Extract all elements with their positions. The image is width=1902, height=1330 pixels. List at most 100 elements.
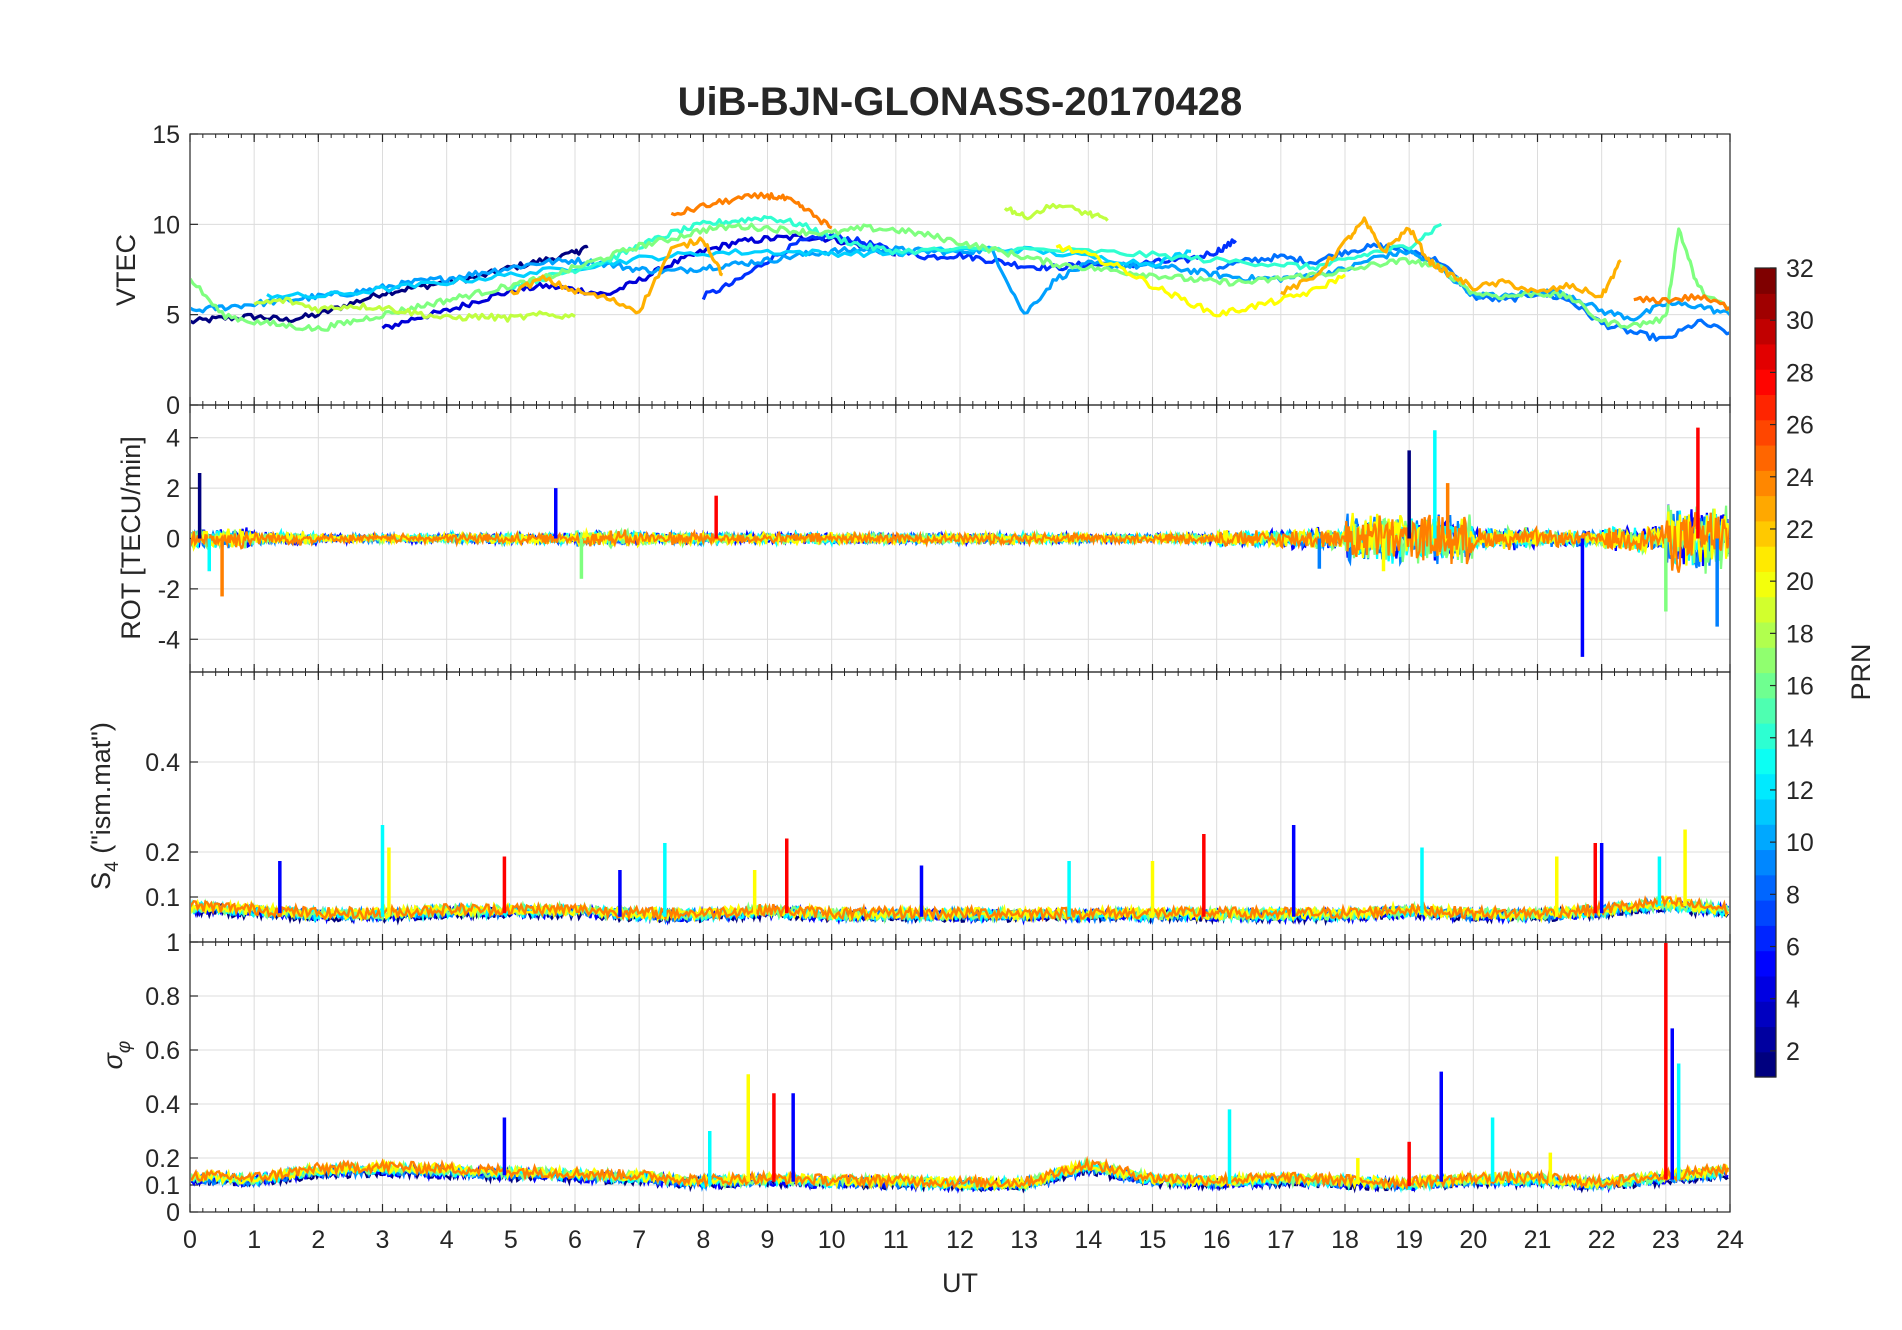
colorbar-label: PRN xyxy=(1846,643,1876,700)
colorbar-step-26 xyxy=(1755,394,1776,421)
colorbar-tick-label-4: 10 xyxy=(1786,829,1814,857)
colorbar-step-20 xyxy=(1755,546,1776,572)
xtick-label-8: 8 xyxy=(696,1226,710,1254)
colorbar-step-18 xyxy=(1755,596,1776,623)
colorbar-tick-label-9: 20 xyxy=(1786,568,1814,596)
sigma-line-6 xyxy=(191,1155,1729,1191)
panel-rot: -4 -2 0 2 4 ROT [TECU/min] xyxy=(116,404,1731,673)
colorbar-step-5 xyxy=(1755,925,1776,952)
chart-title: UiB-BJN-GLONASS-20170428 xyxy=(678,80,1243,124)
vtec-line-5 xyxy=(266,245,1192,300)
xtick-label-16: 16 xyxy=(1203,1226,1231,1254)
xtick-label-9: 9 xyxy=(761,1226,775,1254)
xtick-label-3: 3 xyxy=(376,1226,390,1254)
colorbar-step-28 xyxy=(1755,343,1776,370)
ytick-label-s4-1: 0.2 xyxy=(145,839,180,867)
ylabel-vtec: VTEC xyxy=(111,234,141,306)
colorbar-step-30 xyxy=(1755,293,1776,320)
colorbar-step-10 xyxy=(1755,798,1776,825)
colorbar-tick-label-2: 6 xyxy=(1786,934,1800,962)
ytick-label-rot-0: -4 xyxy=(158,626,180,654)
ytick-label-vtec-0: 0 xyxy=(166,392,180,420)
colorbar-tick-label-14: 30 xyxy=(1786,307,1814,335)
ytick-label-rot-2: 0 xyxy=(166,526,180,554)
vtec-line-10 xyxy=(1055,244,1347,318)
ylabel-s4-main: S xyxy=(86,872,116,890)
ytick-label-sigma-0: 0 xyxy=(166,1199,180,1227)
xtick-label-6: 6 xyxy=(568,1226,582,1254)
colorbar-tick-label-7: 16 xyxy=(1786,673,1814,701)
rot-line-5 xyxy=(191,504,1729,573)
colorbar-step-22 xyxy=(1755,495,1776,522)
ylabel-s4-sub: 4 xyxy=(102,861,123,872)
vtec-line-7 xyxy=(191,222,1729,332)
vtec-line-3 xyxy=(1215,242,1729,342)
colorbar-step-29 xyxy=(1755,318,1776,345)
xtick-label-5: 5 xyxy=(504,1226,518,1254)
xtick-label-23: 23 xyxy=(1652,1226,1680,1254)
colorbar-step-4 xyxy=(1755,950,1776,977)
ylabel-sigma-main: σ xyxy=(98,1051,128,1069)
xtick-label-10: 10 xyxy=(818,1226,846,1254)
xtick-label-12: 12 xyxy=(946,1226,974,1254)
ytick-label-sigma-1: 0.1 xyxy=(145,1172,180,1200)
vtec-line-1 xyxy=(381,233,896,330)
xtick-label-11: 11 xyxy=(883,1226,909,1254)
colorbar-step-1 xyxy=(1755,1026,1776,1053)
ytick-label-s4-0: 0.1 xyxy=(145,884,180,912)
xtick-label-7: 7 xyxy=(632,1226,646,1254)
xtick-label-2: 2 xyxy=(311,1226,325,1254)
colorbar-tick-label-6: 14 xyxy=(1786,725,1814,753)
colorbar-step-12 xyxy=(1755,748,1776,775)
colorbar-frame xyxy=(1754,267,1777,1078)
colorbar-step-25 xyxy=(1755,419,1776,446)
ytick-label-rot-4: 4 xyxy=(166,425,180,453)
ylabel-s4-rest: ("ism.mat") xyxy=(86,722,116,861)
colorbar-step-19 xyxy=(1755,571,1776,598)
ylabel-sigma: σφ xyxy=(98,1041,135,1070)
ytick-label-sigma-5: 0.8 xyxy=(145,983,180,1011)
vtec-line-2 xyxy=(701,232,1238,301)
xtick-label-0: 0 xyxy=(183,1226,197,1254)
colorbar-step-14 xyxy=(1755,697,1776,724)
colorbar-step-13 xyxy=(1755,723,1776,749)
ytick-label-vtec-3: 15 xyxy=(152,121,180,149)
vtec-line-8 xyxy=(253,296,576,323)
xtick-label-15: 15 xyxy=(1139,1226,1167,1254)
xtick-label-22: 22 xyxy=(1588,1226,1616,1254)
colorbar-tick-label-10: 22 xyxy=(1786,516,1814,544)
s4-line-6 xyxy=(191,895,1729,923)
xtick-label-13: 13 xyxy=(1010,1226,1038,1254)
colorbar-step-7 xyxy=(1755,874,1776,901)
colorbar-step-16 xyxy=(1755,647,1776,674)
panel-vtec: 0 5 10 15 VTEC xyxy=(111,121,1731,420)
colorbar-step-3 xyxy=(1755,975,1776,1002)
vtec-line-0 xyxy=(191,244,589,325)
colorbar-tick-label-13: 28 xyxy=(1786,359,1814,387)
panel-sigma-phi: 00.10.2 0.4 0.6 0.8 1 σφ xyxy=(98,929,1731,1227)
axes-box-sigma xyxy=(189,941,1731,1213)
ytick-label-vtec-2: 10 xyxy=(152,211,180,239)
xtick-label-1: 1 xyxy=(247,1226,261,1254)
x-axis-label: UT xyxy=(942,1268,978,1298)
colorbar-tick-label-1: 4 xyxy=(1786,986,1800,1014)
ytick-label-rot-3: 2 xyxy=(166,475,180,503)
colorbar-step-6 xyxy=(1755,900,1776,926)
ylabel-rot: ROT [TECU/min] xyxy=(116,436,146,640)
ytick-label-sigma-4: 0.6 xyxy=(145,1037,180,1065)
colorbar-step-9 xyxy=(1755,824,1776,851)
ylabel-sigma-sub: φ xyxy=(114,1041,135,1053)
xtick-label-21: 21 xyxy=(1524,1226,1552,1254)
xtick-label-19: 19 xyxy=(1395,1226,1423,1254)
s4-line-5 xyxy=(191,893,1729,924)
xtick-label-18: 18 xyxy=(1331,1226,1359,1254)
panel-s4: 0.1 0.2 0.4 S4 ("ism.mat") xyxy=(86,671,1731,943)
vtec-line-9 xyxy=(1003,203,1109,222)
ytick-label-sigma-3: 0.4 xyxy=(145,1091,180,1119)
ytick-label-rot-1: -2 xyxy=(158,576,180,604)
colorbar-tick-label-15: 32 xyxy=(1786,255,1814,283)
ytick-label-s4-2: 0.4 xyxy=(145,749,180,777)
colorbar-step-31 xyxy=(1755,268,1776,294)
